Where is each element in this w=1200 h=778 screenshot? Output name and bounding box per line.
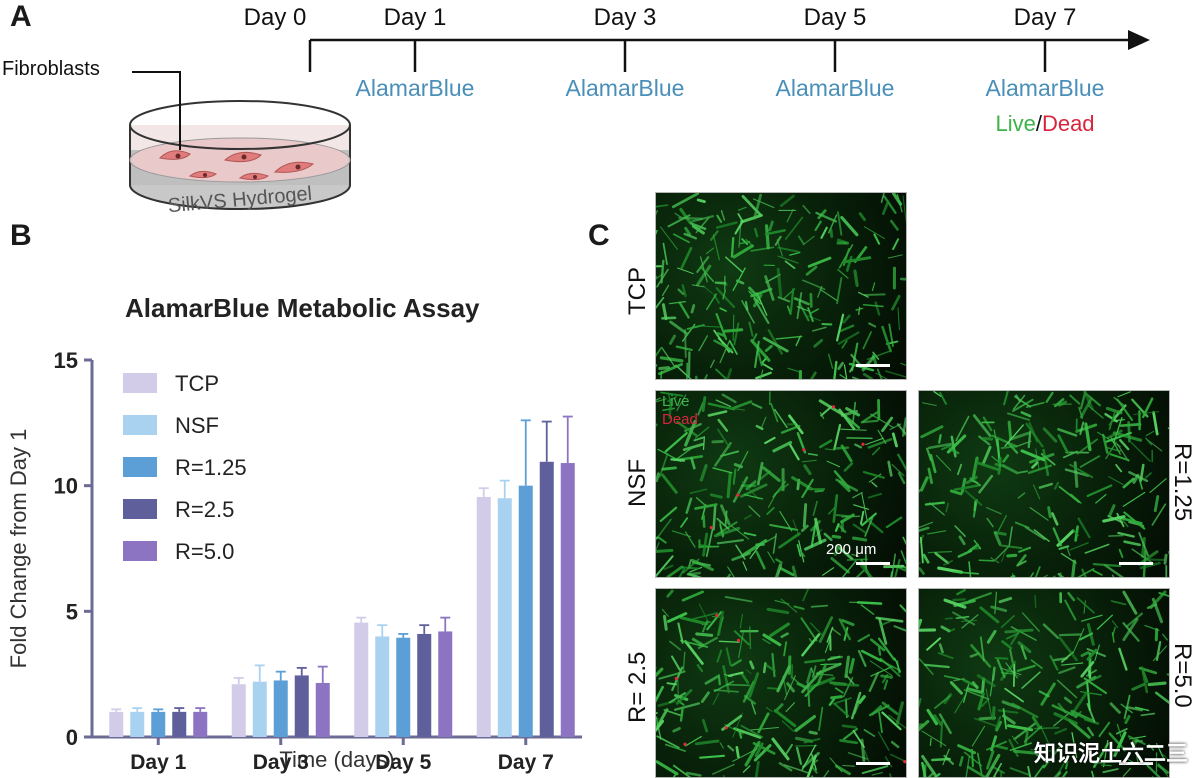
scale-bar-text: 200 μm bbox=[826, 541, 876, 558]
y-tick-label: 0 bbox=[66, 725, 78, 750]
bar-R=2.5-Day 3 bbox=[295, 675, 309, 737]
timeline-graphic: SilkVS Hydrogel bbox=[0, 0, 1200, 215]
bar-NSF-Day 7 bbox=[498, 498, 512, 737]
bar-NSF-Day 1 bbox=[130, 712, 144, 737]
fluorescent-cells bbox=[656, 193, 906, 379]
live-text: Live bbox=[995, 111, 1035, 136]
overlay-dead: Dead bbox=[662, 411, 698, 428]
bar-TCP-Day 5 bbox=[354, 623, 368, 737]
scale-bar bbox=[856, 562, 890, 565]
scale-bar bbox=[856, 364, 890, 367]
bar-TCP-Day 7 bbox=[477, 497, 491, 737]
day-5-label: Day 5 bbox=[804, 4, 867, 32]
micro-image-nsf: Live Dead 200 μm bbox=[655, 390, 907, 578]
bar-R=2.5-Day 7 bbox=[540, 462, 554, 737]
legend-swatch-NSF bbox=[123, 415, 157, 435]
assay-label-day3: AlamarBlue bbox=[566, 75, 685, 102]
legend-swatch-R=5.0 bbox=[123, 541, 157, 561]
petri-dish-illustration: SilkVS Hydrogel bbox=[130, 72, 350, 215]
bar-R=2.5-Day 1 bbox=[172, 712, 186, 737]
x-tick-label: Day 5 bbox=[375, 751, 431, 774]
legend-label-R=2.5: R=2.5 bbox=[175, 497, 234, 522]
panel-a-timeline: A bbox=[0, 0, 1200, 215]
fibroblasts-label: Fibroblasts bbox=[2, 58, 100, 81]
fluorescent-cells bbox=[656, 589, 906, 777]
panel-c-microscopy: C TCP Live Dead 200 μm NSF R=1.25 R= 2.5… bbox=[590, 215, 1200, 776]
legend-label-TCP: TCP bbox=[175, 371, 219, 396]
legend-swatch-R=1.25 bbox=[123, 457, 157, 477]
y-tick-label: 5 bbox=[66, 599, 78, 624]
bar-TCP-Day 3 bbox=[232, 684, 246, 737]
legend-label-NSF: NSF bbox=[175, 413, 219, 438]
fluorescent-cells bbox=[919, 391, 1169, 577]
legend-label-R=5.0: R=5.0 bbox=[175, 539, 234, 564]
bar-R=1.25-Day 7 bbox=[519, 486, 533, 737]
assay-label-day7: AlamarBlue bbox=[986, 75, 1105, 102]
bar-R=1.25-Day 3 bbox=[274, 680, 288, 737]
bar-R=2.5-Day 5 bbox=[417, 634, 431, 737]
x-tick-label: Day 3 bbox=[253, 751, 309, 774]
overlay-live: Live bbox=[662, 393, 690, 410]
bar-R=1.25-Day 1 bbox=[151, 712, 165, 737]
day-1-label: Day 1 bbox=[384, 4, 447, 32]
scale-bar bbox=[1119, 562, 1153, 565]
bar-TCP-Day 1 bbox=[109, 712, 123, 737]
watermark-text: 知识泥土六二三 bbox=[1034, 736, 1188, 768]
bar-R=5.0-Day 7 bbox=[561, 463, 575, 737]
panel-c-letter: C bbox=[588, 219, 610, 253]
timeline-arrowhead bbox=[1128, 30, 1150, 50]
legend-label-R=1.25: R=1.25 bbox=[175, 455, 247, 480]
y-axis-label: Fold Change from Day 1 bbox=[6, 429, 31, 669]
day-3-label: Day 3 bbox=[594, 4, 657, 32]
scale-bar bbox=[856, 762, 890, 765]
day-0-label: Day 0 bbox=[244, 4, 307, 32]
y-tick-label: 15 bbox=[54, 348, 78, 373]
assay-label-day5: AlamarBlue bbox=[776, 75, 895, 102]
bar-R=5.0-Day 5 bbox=[438, 631, 452, 737]
label-tcp: TCP bbox=[624, 267, 652, 315]
label-r50: R=5.0 bbox=[1168, 643, 1196, 708]
bar-NSF-Day 3 bbox=[253, 682, 267, 737]
live-dead-label: Live/Dead bbox=[995, 111, 1094, 137]
micro-image-r125 bbox=[918, 390, 1170, 578]
label-nsf: NSF bbox=[624, 459, 652, 507]
assay-label-day1: AlamarBlue bbox=[356, 75, 475, 102]
bar-NSF-Day 5 bbox=[375, 636, 389, 737]
bar-R=5.0-Day 3 bbox=[316, 683, 330, 737]
day-7-label: Day 7 bbox=[1014, 4, 1077, 32]
y-tick-label: 10 bbox=[54, 474, 78, 499]
label-r25: R= 2.5 bbox=[624, 652, 652, 723]
bar-R=5.0-Day 1 bbox=[193, 712, 207, 737]
legend-swatch-R=2.5 bbox=[123, 499, 157, 519]
bar-R=1.25-Day 5 bbox=[396, 638, 410, 737]
legend-swatch-TCP bbox=[123, 373, 157, 393]
micro-image-r25 bbox=[655, 588, 907, 778]
label-r125: R=1.25 bbox=[1168, 443, 1196, 521]
x-tick-label: Day 7 bbox=[498, 751, 554, 774]
dead-text: Dead bbox=[1042, 111, 1095, 136]
x-tick-label: Day 1 bbox=[130, 751, 186, 774]
micro-image-tcp bbox=[655, 192, 907, 380]
